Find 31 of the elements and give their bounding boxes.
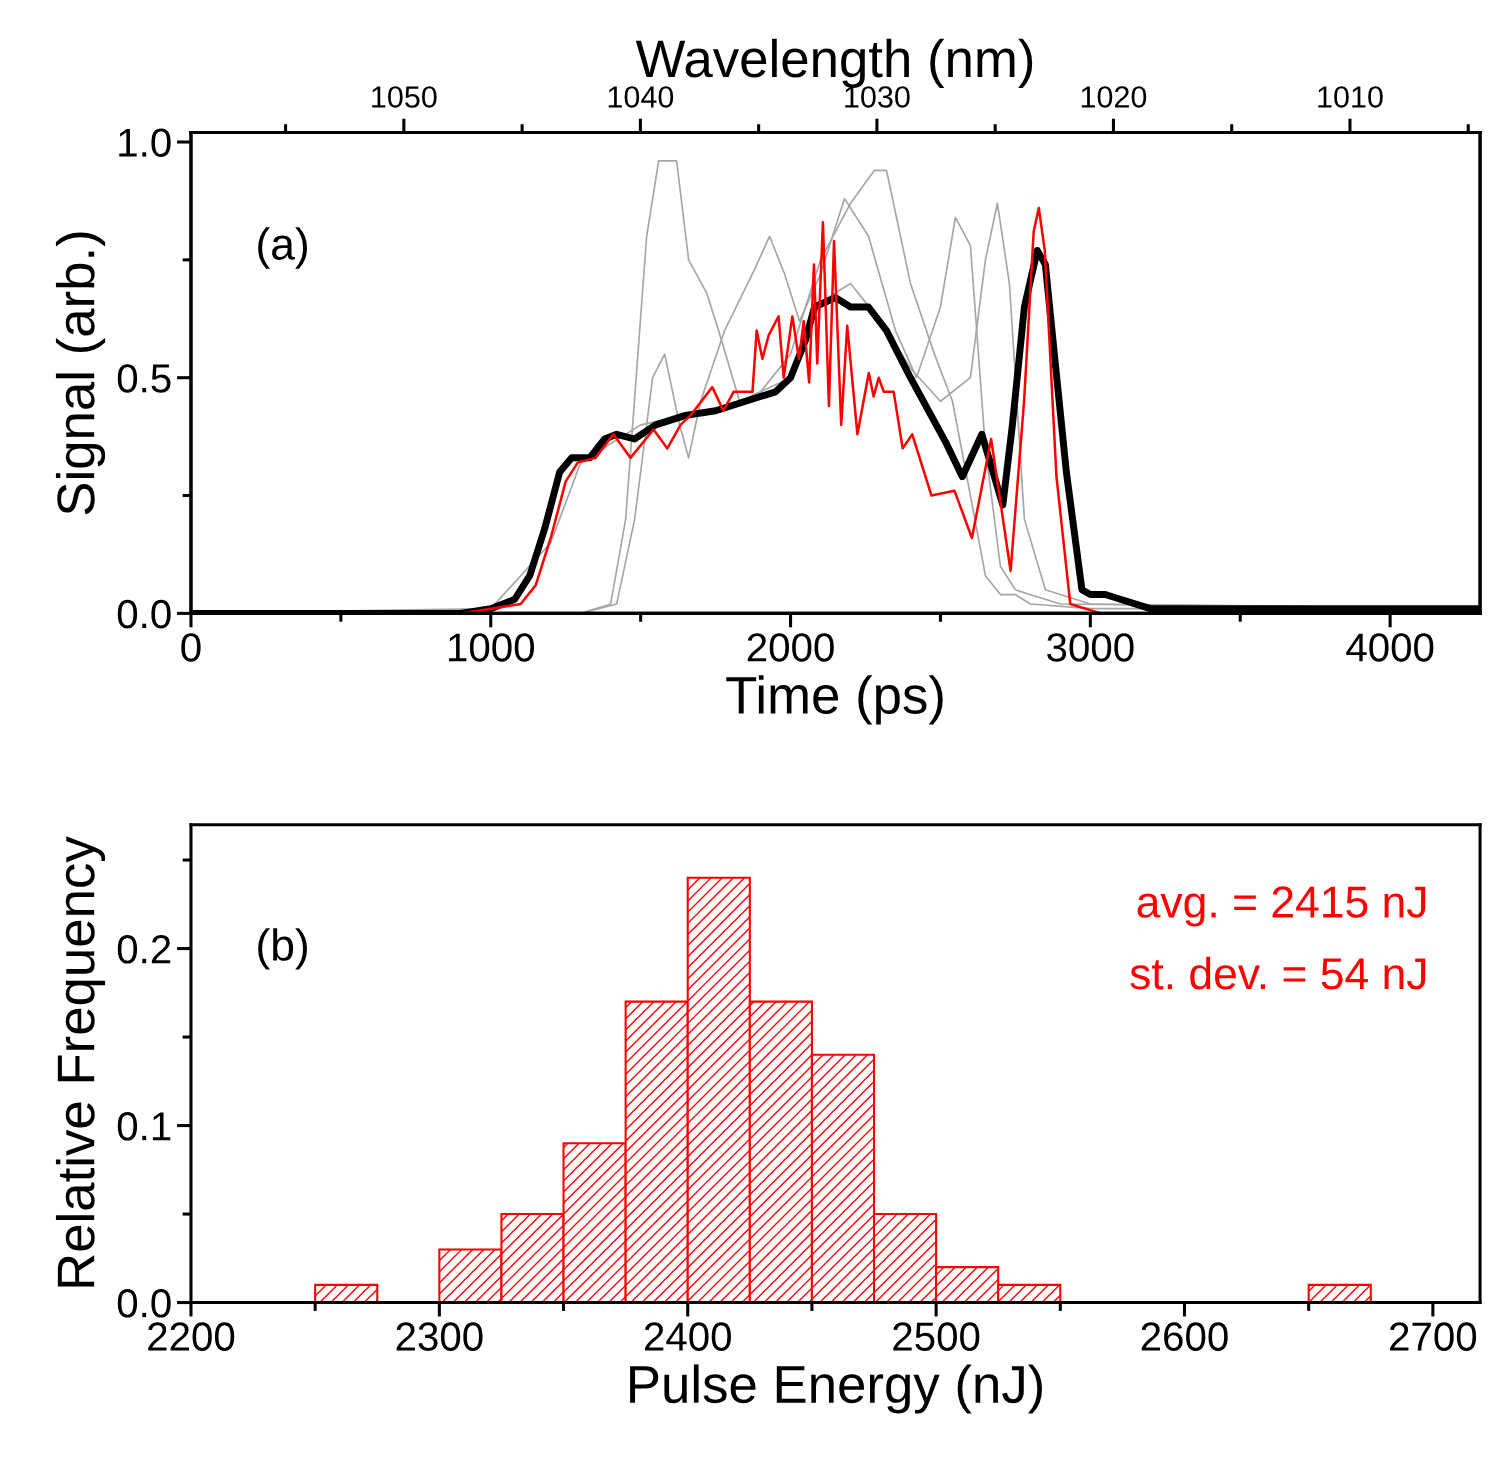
x-tick-label: 2000 — [747, 633, 834, 662]
annotation: avg. = 2415 nJ — [1137, 886, 1426, 927]
x-tick-label: 2300 — [396, 1322, 483, 1351]
x2-tick-label: 1020 — [1081, 86, 1147, 108]
x-tick-label: 2700 — [1390, 1322, 1477, 1351]
x2-axis-title: Wavelength (nm) — [635, 38, 1033, 88]
y-axis-title: Signal (arb.) — [55, 232, 106, 515]
annotation: st. dev. = 54 nJ — [1130, 956, 1426, 990]
annotation: (a) — [258, 227, 307, 269]
annotation: (b) — [258, 928, 307, 970]
x-tick-label: 4000 — [1346, 633, 1434, 662]
y-tick-label: 0.1 — [117, 1112, 171, 1141]
y-tick-label: 1.0 — [119, 128, 171, 158]
y-tick-label: 0.0 — [117, 1289, 171, 1318]
x-tick-label: 1000 — [449, 633, 534, 662]
x2-tick-label: 1030 — [845, 86, 910, 108]
y-tick-label: 0.5 — [117, 364, 171, 393]
y-axis-title: Relative Frequency — [55, 836, 106, 1287]
x-tick-label: 2400 — [644, 1322, 731, 1351]
x-tick-label: 2600 — [1141, 1322, 1228, 1351]
x2-tick-label: 1050 — [372, 86, 437, 108]
x-tick-label: 0 — [181, 633, 201, 662]
x-tick-label: 3000 — [1047, 633, 1134, 662]
x-tick-label: 2200 — [148, 1322, 235, 1351]
x2-tick-label: 1040 — [608, 86, 674, 108]
y-tick-label: 0.0 — [117, 599, 171, 629]
x-axis-title: Time (ps) — [726, 675, 943, 725]
x-axis-title: Pulse Energy (nJ) — [630, 1364, 1042, 1414]
y-tick-label: 0.2 — [117, 935, 171, 964]
x-tick-label: 2500 — [893, 1322, 980, 1351]
x2-tick-label: 1010 — [1318, 86, 1383, 108]
